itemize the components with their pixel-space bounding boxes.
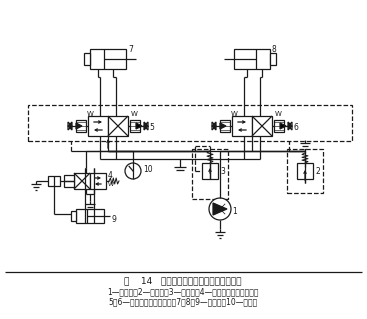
Bar: [297, 163, 313, 179]
Bar: [88, 116, 108, 136]
Polygon shape: [68, 122, 72, 130]
Bar: [76, 120, 86, 132]
Polygon shape: [220, 123, 226, 129]
Bar: [76, 209, 104, 223]
Bar: [274, 120, 284, 132]
Text: 图    14   减压阀出口压力不稳定系统示例图: 图 14 减压阀出口压力不稳定系统示例图: [124, 277, 242, 286]
Bar: [64, 175, 74, 187]
Bar: [48, 176, 60, 186]
Text: W: W: [131, 111, 138, 117]
Bar: [202, 163, 218, 179]
Circle shape: [125, 163, 141, 179]
Text: 2: 2: [315, 167, 320, 175]
Bar: [130, 120, 140, 132]
Circle shape: [209, 198, 231, 220]
Text: 5、6—二位四通电液换向阀；7、8、9—液压缸；10—压力表: 5、6—二位四通电液换向阀；7、8、9—液压缸；10—压力表: [108, 298, 258, 307]
Polygon shape: [76, 123, 82, 129]
Polygon shape: [144, 122, 148, 130]
Text: 9: 9: [112, 214, 117, 224]
Bar: [270, 53, 276, 65]
Text: 6: 6: [293, 122, 298, 131]
Bar: [90, 173, 106, 189]
Text: W: W: [108, 182, 114, 187]
Polygon shape: [212, 122, 216, 130]
Polygon shape: [144, 122, 148, 130]
Bar: [232, 116, 252, 136]
Polygon shape: [68, 122, 72, 130]
Text: W: W: [87, 111, 94, 117]
Polygon shape: [212, 122, 216, 130]
Text: 8: 8: [272, 44, 277, 54]
Polygon shape: [136, 123, 142, 129]
Text: 3: 3: [220, 167, 225, 175]
Bar: [71, 211, 76, 221]
Polygon shape: [213, 203, 227, 215]
Polygon shape: [280, 123, 286, 129]
Text: 7: 7: [128, 44, 133, 54]
Text: W: W: [275, 111, 282, 117]
Bar: [252, 116, 272, 136]
Bar: [28, 105, 352, 141]
Polygon shape: [288, 122, 292, 130]
Text: W: W: [231, 111, 238, 117]
Bar: [108, 116, 128, 136]
Bar: [287, 149, 323, 193]
Bar: [74, 173, 90, 189]
Text: 10: 10: [143, 166, 153, 174]
Text: 4: 4: [108, 170, 113, 180]
Text: 1: 1: [232, 207, 237, 217]
Bar: [220, 120, 230, 132]
Bar: [234, 49, 270, 69]
Bar: [192, 149, 228, 199]
Text: 1—定量泵；2—溢流阀；3—减压阀；4—二位四通电磁换向阀；: 1—定量泵；2—溢流阀；3—减压阀；4—二位四通电磁换向阀；: [107, 287, 259, 296]
Polygon shape: [288, 122, 292, 130]
Bar: [84, 53, 90, 65]
Bar: [90, 49, 126, 69]
Text: 5: 5: [149, 122, 154, 131]
